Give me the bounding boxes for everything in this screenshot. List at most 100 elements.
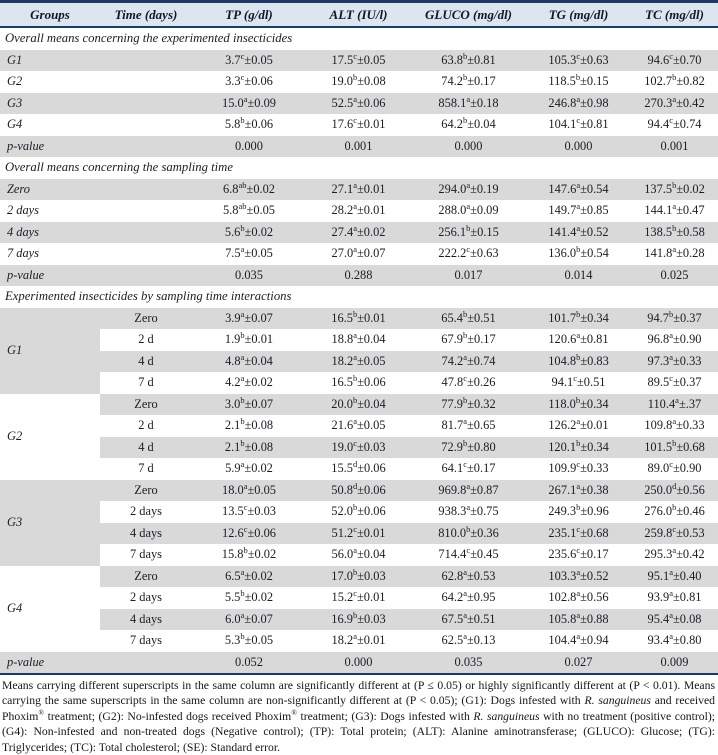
value-cell: 0.288	[306, 264, 411, 286]
value-cell: 64.2b±0.04	[441, 114, 496, 131]
row-label-cell: 7 days	[7, 246, 40, 260]
table-row: 7 days 7.5a±0.05 27.0a±0.07 222.2c±0.63 136.…	[0, 243, 718, 265]
value-cell: 6.5a±0.02	[192, 565, 306, 587]
value-cell: 96.8a±0.90	[647, 329, 702, 346]
value-cell: 52.0b±0.06	[331, 501, 386, 518]
table-row: 7 days 5.3b±0.05 18.2a±0.01 62.5a±0.13 104.4…	[0, 630, 718, 652]
column-header: GLUCO (mg/dl)	[411, 1, 526, 28]
column-header: TG (mg/dl)	[526, 1, 631, 28]
value-cell: 109.8a±0.33	[644, 415, 705, 432]
value-cell: 104.1c±0.81	[548, 114, 609, 131]
value-cell: 288.0a±0.09	[438, 200, 499, 217]
time-cell: Zero	[100, 479, 192, 501]
value-cell: 7.5a±0.05	[225, 243, 273, 260]
value-cell: 94.7b±0.37	[631, 307, 718, 329]
value-cell: 94.6c±0.70	[631, 49, 718, 71]
table-row: 2 d 1.9b±0.01 18.8a±0.04 67.9b±0.17 120.6a±0…	[0, 329, 718, 351]
value-cell: 16.5b±0.06	[331, 372, 386, 389]
section-title-row: Experimented insecticides by sampling ti…	[0, 286, 718, 308]
value-cell: 5.8ab±0.05	[222, 200, 275, 217]
value-cell: 250.0d±0.56	[631, 479, 718, 501]
value-cell: 0.027	[526, 651, 631, 674]
value-cell: 15.8b±0.02	[221, 544, 277, 561]
value-cell: 136.0b±0.54	[548, 243, 609, 260]
value-cell: 270.3a±0.42	[631, 92, 718, 114]
value-cell: 0.035	[192, 264, 306, 286]
table-row: 4 d 2.1b±0.08 19.0c±0.03 72.9b±0.80 120.1b±0…	[0, 436, 718, 458]
row-label-cell: Zero	[0, 178, 192, 200]
value-cell: 81.7a±0.65	[441, 415, 496, 432]
value-cell: 89.5c±0.37	[647, 372, 702, 389]
column-header: ALT (IU/l)	[306, 1, 411, 28]
value-cell: 3.0b±0.07	[192, 393, 306, 415]
value-cell: 5.8b±0.06	[224, 114, 274, 131]
section-title-row: Overall means concerning the experimente…	[0, 27, 718, 50]
value-cell: 18.0a±0.05	[192, 479, 306, 501]
pvalue-row: p-value 0.035 0.288 0.017 0.014 0.025	[0, 264, 718, 286]
value-cell: 0.052	[192, 651, 306, 674]
table-row: G3 Zero 18.0a±0.05 50.8d±0.06 969.8a±0.87 267…	[0, 479, 718, 566]
value-cell: 17.5c±0.05	[306, 49, 411, 71]
time-cell: 2 days	[129, 590, 162, 604]
value-cell: 938.3a±0.75	[438, 501, 499, 518]
value-cell: 5.9a±0.02	[225, 458, 273, 475]
value-cell: 714.4c±0.45	[438, 544, 499, 561]
table-row: 4 days 6.0a±0.07 16.9b±0.03 67.5a±0.51 105.8…	[0, 608, 718, 630]
value-cell: 858.1a±0.18	[411, 92, 526, 114]
value-cell: 17.0b±0.03	[306, 565, 411, 587]
value-cell: 110.4a±.37	[631, 393, 718, 415]
value-cell: 1.9b±0.01	[224, 329, 274, 346]
table-row: G4 5.8b±0.06 17.6c±0.01 64.2b±0.04 104.1c±0.…	[0, 114, 718, 136]
time-cell: 7 days	[129, 547, 162, 561]
table-row: 2 days 5.5b±0.02 15.2c±0.01 64.2a±0.95 102.8…	[0, 587, 718, 609]
value-cell: 62.8a±0.53	[411, 565, 526, 587]
table-row: 2 days 13.5c±0.03 52.0b±0.06 938.3a±0.75 249…	[0, 501, 718, 523]
time-cell: 4 days	[100, 608, 192, 630]
table-body: Overall means concerning the experimente…	[0, 27, 718, 674]
row-label-cell: G2	[7, 74, 23, 88]
value-cell: 52.5a±0.06	[306, 92, 411, 114]
table-header: Groups Time (days) TP (g/dl) ALT (IU/l) GLUC…	[0, 1, 718, 28]
value-cell: 62.5a±0.13	[441, 630, 496, 647]
value-cell: 17.6c±0.01	[331, 114, 386, 131]
value-cell: 102.8a±0.56	[548, 587, 609, 604]
value-cell: 64.2a±0.95	[441, 587, 496, 604]
value-cell: 18.2a±0.01	[331, 630, 386, 647]
value-cell: 6.0a±0.07	[192, 608, 306, 630]
value-cell: 0.001	[631, 135, 718, 157]
value-cell: 295.3a±0.42	[644, 544, 705, 561]
value-cell: 4.2a±0.02	[225, 372, 273, 389]
value-cell: 3.7c±0.05	[192, 49, 306, 71]
value-cell: 5.6b±0.02	[192, 221, 306, 243]
value-cell: 3.3c±0.06	[225, 71, 273, 88]
pvalue-label-cell: p-value	[0, 135, 192, 157]
column-header: Time (days)	[100, 1, 192, 28]
value-cell: 147.6a±0.54	[526, 178, 631, 200]
value-cell: 0.000	[526, 135, 631, 157]
time-cell: 2 days	[129, 504, 162, 518]
value-cell: 104.4a±0.94	[548, 630, 609, 647]
value-cell: 0.014	[526, 264, 631, 286]
table-row: G2 3.3c±0.06 19.0b±0.08 74.2b±0.17 118.5b±0.…	[0, 71, 718, 93]
row-label-cell: 2 days	[7, 203, 40, 217]
value-cell: 47.8c±0.26	[441, 372, 496, 389]
value-cell: 21.6a±0.05	[331, 415, 386, 432]
table-row: 7 d 4.2a±0.02 16.5b±0.06 47.8c±0.26 94.1c±0.…	[0, 372, 718, 394]
value-cell: 77.9b±0.32	[411, 393, 526, 415]
value-cell: 93.4a±0.80	[647, 630, 702, 647]
value-cell: 27.4a±0.02	[306, 221, 411, 243]
time-cell: 4 d	[100, 436, 192, 458]
value-cell: 276.0b±0.46	[644, 501, 705, 518]
section-title-row: Overall means concerning the sampling ti…	[0, 157, 718, 179]
value-cell: 0.001	[306, 135, 411, 157]
value-cell: 118.5b±0.15	[548, 71, 609, 88]
value-cell: 3.9a±0.07	[192, 307, 306, 329]
value-cell: 2.1b±0.08	[224, 415, 274, 432]
value-cell: 101.5b±0.68	[631, 436, 718, 458]
value-cell: 144.1a±0.47	[644, 200, 705, 217]
time-cell: 7 d	[138, 375, 154, 389]
value-cell: 89.0c±0.90	[647, 458, 702, 475]
value-cell: 64.1c±0.17	[441, 458, 496, 475]
value-cell: 246.8a±0.98	[526, 92, 631, 114]
